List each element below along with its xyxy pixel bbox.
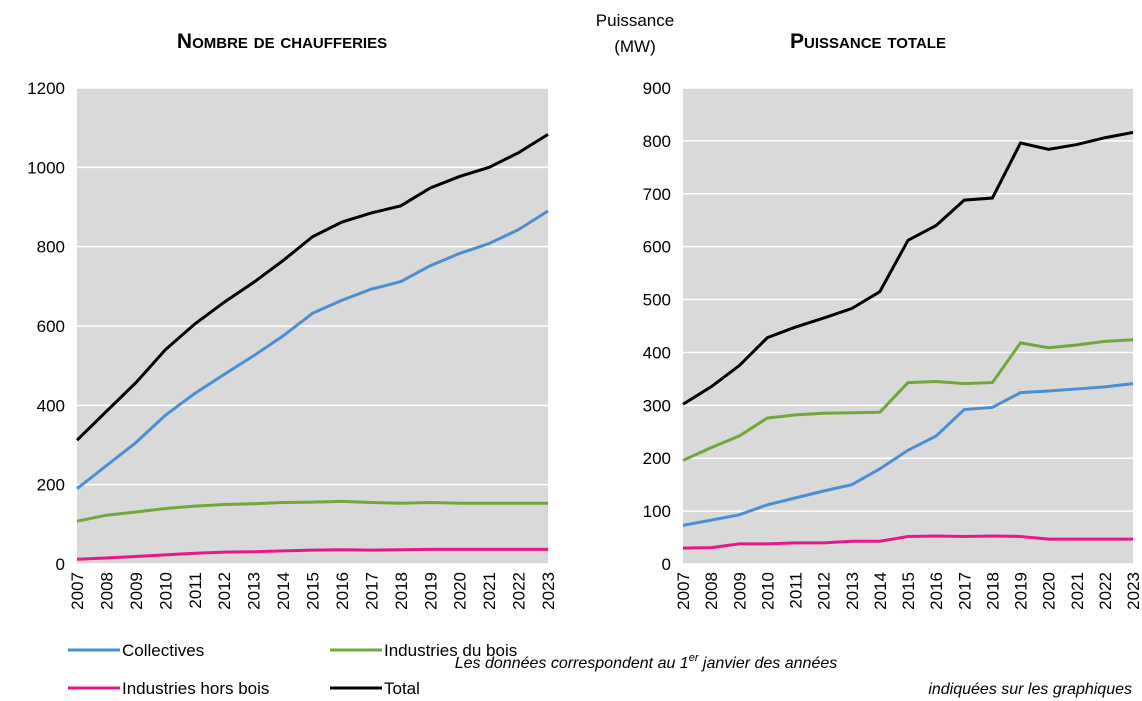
x-tick-label: 2014 [871, 572, 890, 610]
y-tick-label: 200 [643, 449, 671, 468]
x-tick-label: 2011 [186, 572, 205, 609]
series-line: Industries hors bois [682, 534, 1133, 550]
series-line: Industries du bois [682, 338, 1134, 462]
x-tick-label: 2021 [480, 572, 499, 610]
x-tick-label: 2007 [68, 572, 87, 610]
series-line: Industries du bois [76, 499, 548, 523]
legend-label: Industries du bois [384, 641, 517, 660]
x-tick-label: 2008 [702, 572, 721, 610]
x-tick-label: 2018 [392, 572, 411, 610]
y-tick-label: 400 [643, 343, 671, 362]
x-tick-label: 2019 [1012, 572, 1031, 610]
y-tick-label: 1200 [27, 79, 65, 98]
note: Les données correspondent au 1er janvier… [455, 652, 838, 672]
x-tick-label: 2016 [333, 572, 352, 610]
note: indiquées sur les graphiques [928, 681, 1132, 698]
x-tick-label: 2022 [1096, 572, 1115, 610]
y-tick-label: 800 [37, 238, 65, 257]
x-tick-label: 2020 [451, 572, 470, 610]
y-tick-label: 600 [643, 238, 671, 257]
x-tick-label: 2021 [1068, 572, 1087, 610]
plot-area [683, 88, 1133, 564]
x-tick-label: 2010 [156, 572, 175, 610]
y-axis-label: Puissance [596, 11, 674, 30]
note-text: Les données correspondent au 1 [455, 655, 689, 672]
y-tick-label: 100 [643, 502, 671, 521]
legend-label: Collectives [122, 641, 204, 660]
note-superscript: er [689, 652, 700, 664]
x-tick-label: 2018 [983, 572, 1002, 610]
x-tick-label: 2013 [245, 572, 264, 610]
x-tick-label: 2015 [899, 572, 918, 610]
x-tick-label: 2012 [215, 572, 234, 610]
y-tick-label: 300 [643, 396, 671, 415]
x-tick-label: 2007 [674, 572, 693, 610]
x-tick-label: 2019 [421, 572, 440, 610]
x-tick-label: 2017 [362, 572, 381, 610]
x-tick-label: 2009 [127, 572, 146, 610]
x-tick-label: 2011 [787, 572, 806, 609]
y-tick-label: 900 [643, 79, 671, 98]
y-tick-label: 600 [37, 317, 65, 336]
series-line: Collectives [682, 382, 1134, 527]
x-tick-label: 2023 [1124, 572, 1142, 610]
y-tick-label: 1000 [27, 158, 65, 177]
y-tick-label: 400 [37, 396, 65, 415]
note-text: janvier des années [698, 655, 837, 672]
series-line: Total [75, 133, 549, 442]
x-tick-label: 2023 [539, 572, 558, 610]
y-tick-label: 700 [643, 185, 671, 204]
x-tick-label: 2012 [815, 572, 834, 610]
y-tick-label: 200 [37, 476, 65, 495]
legend-label: Total [384, 679, 420, 698]
x-tick-label: 2010 [758, 572, 777, 610]
y-tick-label: 500 [643, 291, 671, 310]
series-line: Industries hors bois [76, 547, 548, 561]
y-tick-label: 0 [662, 555, 671, 574]
series-line: Collectives [76, 209, 549, 490]
y-axis-label: (MW) [614, 37, 656, 56]
x-tick-label: 2013 [843, 572, 862, 610]
chart-title: Puissance totale [790, 30, 946, 53]
y-tick-label: 800 [643, 132, 671, 151]
x-tick-label: 2008 [97, 572, 116, 610]
chart-title: Nombre de chaufferies [177, 30, 387, 53]
x-tick-label: 2014 [274, 572, 293, 610]
x-tick-label: 2017 [955, 572, 974, 610]
series-line: Total [682, 130, 1134, 406]
x-tick-label: 2009 [730, 572, 749, 610]
x-tick-label: 2015 [304, 572, 323, 610]
x-tick-label: 2020 [1040, 572, 1059, 610]
x-tick-label: 2022 [510, 572, 529, 610]
x-tick-label: 2016 [927, 572, 946, 610]
y-tick-label: 0 [56, 555, 65, 574]
legend-label: Industries hors bois [122, 679, 269, 698]
